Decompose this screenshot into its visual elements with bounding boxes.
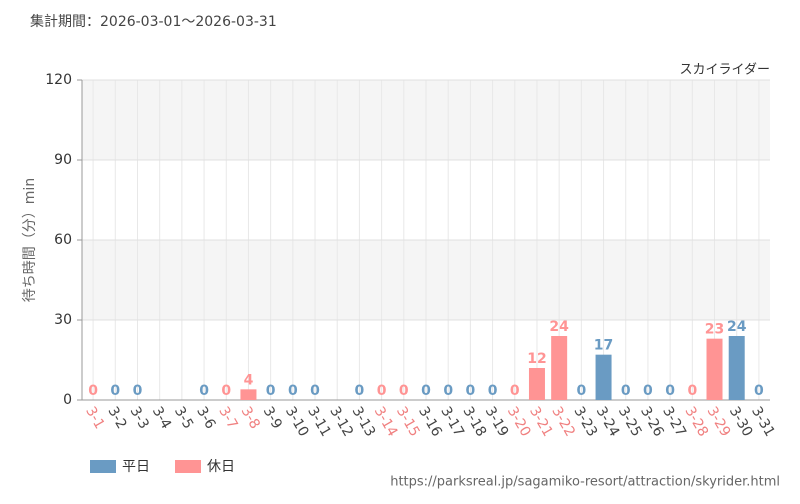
bar — [551, 336, 568, 400]
bar — [528, 368, 545, 400]
legend-swatch — [90, 460, 116, 473]
value-label: 0 — [443, 383, 453, 399]
x-tick-label: 3-2 — [104, 404, 129, 432]
value-label: 0 — [266, 383, 276, 399]
value-label: 0 — [377, 383, 387, 399]
x-tick-label: 3-7 — [215, 404, 240, 432]
source-url: https://parksreal.jp/sagamiko-resort/att… — [390, 475, 780, 490]
value-label: 0 — [199, 383, 209, 399]
value-label: 0 — [754, 383, 764, 399]
y-tick-label: 90 — [54, 152, 72, 168]
x-tick-label: 3-8 — [238, 404, 263, 432]
period: 集計期間：2026-03-01～2026-03-31 — [30, 13, 277, 30]
bar — [240, 389, 257, 400]
chart-title: スカイライダー — [680, 63, 770, 78]
legend-label: 平日 — [122, 459, 150, 475]
value-label: 0 — [110, 383, 120, 399]
value-label: 12 — [527, 351, 546, 367]
bar — [728, 336, 745, 400]
x-tick-label: 3-4 — [149, 404, 174, 432]
value-label: 0 — [421, 383, 431, 399]
value-label: 0 — [221, 383, 231, 399]
value-label: 0 — [687, 383, 697, 399]
value-label: 0 — [88, 383, 98, 399]
x-tick-label: 3-1 — [82, 404, 107, 432]
value-label: 0 — [288, 383, 298, 399]
value-label: 4 — [244, 372, 254, 388]
legend-swatch — [175, 460, 201, 473]
value-label: 0 — [576, 383, 586, 399]
x-tick-label: 3-6 — [193, 404, 218, 432]
x-tick-label: 3-3 — [127, 404, 152, 432]
legend-label: 休日 — [207, 459, 235, 475]
value-label: 24 — [549, 319, 569, 335]
x-tick-label: 3-31 — [748, 404, 778, 440]
y-tick-label: 120 — [45, 72, 72, 88]
bar — [706, 338, 723, 400]
value-label: 0 — [643, 383, 653, 399]
value-label: 0 — [355, 383, 365, 399]
y-tick-label: 60 — [54, 232, 72, 248]
value-label: 23 — [705, 322, 724, 338]
y-tick-label: 30 — [54, 312, 72, 328]
value-label: 0 — [621, 383, 631, 399]
y-axis-label: 待ち時間（分）min — [22, 178, 38, 302]
value-label: 0 — [399, 383, 409, 399]
bar — [595, 354, 612, 400]
value-label: 0 — [133, 383, 143, 399]
value-label: 0 — [310, 383, 320, 399]
x-tick-label: 3-9 — [260, 404, 285, 432]
y-tick-label: 0 — [63, 392, 72, 408]
x-tick-label: 3-5 — [171, 404, 196, 432]
value-label: 0 — [466, 383, 476, 399]
value-label: 0 — [510, 383, 520, 399]
value-label: 17 — [594, 338, 613, 354]
value-label: 0 — [488, 383, 498, 399]
value-label: 0 — [665, 383, 675, 399]
value-label: 24 — [727, 319, 747, 335]
